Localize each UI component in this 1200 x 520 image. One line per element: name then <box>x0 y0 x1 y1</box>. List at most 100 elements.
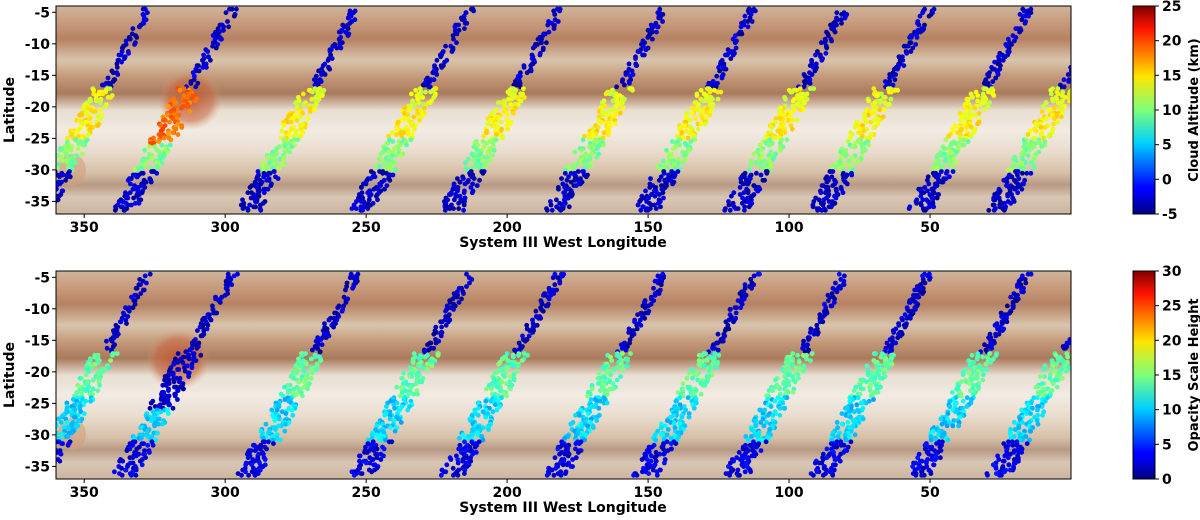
data-point <box>175 360 180 365</box>
data-point <box>173 100 179 106</box>
data-point <box>138 282 143 288</box>
data-point <box>745 19 751 24</box>
data-point <box>149 155 155 160</box>
data-point <box>893 72 898 77</box>
data-point <box>168 98 174 104</box>
data-point <box>738 24 744 30</box>
data-point <box>130 26 136 31</box>
data-point <box>171 375 177 381</box>
data-point <box>699 352 705 358</box>
data-point <box>136 24 142 30</box>
data-point <box>719 75 725 81</box>
data-point <box>518 98 524 104</box>
data-point <box>620 367 625 372</box>
data-point <box>142 17 147 23</box>
data-point <box>489 386 494 392</box>
data-point <box>387 177 393 183</box>
data-point <box>512 89 518 95</box>
data-point <box>483 414 489 420</box>
data-point <box>703 95 709 100</box>
data-point <box>264 446 269 452</box>
data-point <box>456 206 462 212</box>
data-point <box>480 170 486 176</box>
data-point <box>268 183 274 189</box>
data-point <box>115 57 121 63</box>
data-point <box>181 86 187 91</box>
data-point <box>673 398 679 404</box>
data-point <box>219 36 224 42</box>
data-point <box>680 135 686 141</box>
data-point <box>192 98 198 104</box>
data-point <box>280 162 285 167</box>
data-point <box>671 158 677 164</box>
data-point <box>481 133 487 139</box>
data-point <box>427 100 433 106</box>
data-point <box>665 427 671 432</box>
data-point <box>538 40 544 46</box>
data-point <box>382 412 388 418</box>
data-point <box>372 174 378 180</box>
data-point <box>1031 165 1037 171</box>
data-point <box>599 109 605 114</box>
data-point <box>251 204 256 210</box>
data-point <box>266 439 271 445</box>
data-point <box>691 405 697 411</box>
data-point <box>934 165 940 171</box>
data-point <box>920 197 926 203</box>
data-point <box>57 174 62 180</box>
data-point <box>345 33 351 38</box>
x-ticks: 350 300 250 200 150 100 50 <box>70 214 940 236</box>
data-point <box>737 472 742 478</box>
data-point <box>175 121 181 127</box>
data-point <box>376 156 382 162</box>
data-point <box>653 437 659 443</box>
data-point <box>469 190 475 196</box>
data-point <box>308 356 314 362</box>
data-point <box>319 342 325 348</box>
data-point <box>968 133 974 139</box>
data-point <box>277 156 283 162</box>
data-point <box>1061 77 1067 83</box>
data-point <box>754 444 759 450</box>
data-point <box>538 315 544 321</box>
data-point <box>982 107 988 113</box>
data-point <box>716 352 722 358</box>
data-point <box>92 361 98 367</box>
data-point <box>601 142 606 148</box>
data-point <box>295 102 300 107</box>
data-point <box>770 156 776 162</box>
data-point <box>63 177 68 183</box>
data-point <box>664 147 669 153</box>
data-point <box>516 352 521 358</box>
data-point <box>275 176 281 182</box>
data-point <box>392 405 397 411</box>
data-point <box>72 414 78 420</box>
data-point <box>508 102 513 107</box>
data-point <box>312 107 318 113</box>
data-point <box>136 200 142 206</box>
data-point <box>649 26 655 31</box>
data-point <box>381 446 387 452</box>
data-point <box>74 128 80 134</box>
data-point <box>184 349 189 355</box>
data-point <box>853 160 859 166</box>
data-point <box>438 333 444 339</box>
data-point <box>467 280 472 286</box>
data-point <box>56 183 60 188</box>
data-point <box>733 33 738 38</box>
data-point <box>986 207 992 213</box>
data-point <box>819 57 825 63</box>
data-point <box>359 185 364 190</box>
data-point <box>594 146 600 152</box>
data-point <box>535 36 541 42</box>
data-point <box>132 42 138 47</box>
data-point <box>195 80 201 86</box>
data-point <box>282 428 288 434</box>
data-point <box>274 407 280 413</box>
data-point <box>58 420 64 425</box>
data-point <box>588 163 594 169</box>
data-point <box>572 177 578 183</box>
data-point <box>281 119 286 125</box>
data-point <box>594 128 600 134</box>
data-point <box>846 158 852 164</box>
